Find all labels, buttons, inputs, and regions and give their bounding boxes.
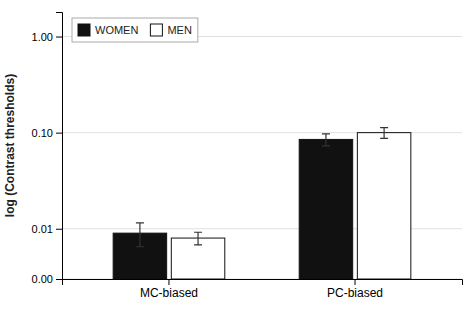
- legend-swatch: [78, 24, 90, 36]
- series: [113, 134, 353, 279]
- grid: [62, 37, 462, 279]
- y-label: log (Contrast thresholds): [3, 74, 17, 217]
- axis-line: [56, 13, 63, 280]
- bars: [113, 128, 411, 279]
- tick: 0.00: [32, 273, 62, 285]
- legend-item: WOMEN: [78, 24, 138, 36]
- tick-label: MC-biased: [140, 286, 198, 300]
- tick-label: 0.01: [32, 223, 53, 235]
- tick-mark: [56, 37, 62, 38]
- tick: 0.01: [32, 223, 62, 235]
- legend-box: [72, 18, 198, 42]
- tick: 0.10: [32, 127, 62, 139]
- tick: PC-biased: [327, 279, 383, 300]
- legend: WOMEN MEN: [72, 18, 198, 42]
- tick-label: PC-biased: [327, 286, 383, 300]
- tick: 1.00: [32, 31, 62, 43]
- tick-mark: [56, 133, 62, 134]
- chart: 0.00 0.01 0.10 1.00 MC-biased PC-biased log (C…: [0, 0, 474, 311]
- tick-label: 0.10: [32, 127, 53, 139]
- legend-item: MEN: [150, 24, 192, 36]
- y-axis: 0.00 0.01 0.10 1.00: [32, 13, 63, 286]
- bar: [299, 139, 352, 279]
- legend-swatch: [150, 24, 162, 36]
- legend-label: WOMEN: [95, 24, 138, 36]
- legend-label: MEN: [167, 24, 192, 36]
- tick-mark: [56, 279, 62, 280]
- tick-mark: [168, 279, 169, 285]
- error-bar: [136, 223, 144, 247]
- error-bar: [194, 232, 202, 245]
- tick-label: 0.00: [32, 273, 53, 285]
- tick-label: 1.00: [32, 31, 53, 43]
- tick-mark: [355, 279, 356, 285]
- tick-mark: [56, 229, 62, 230]
- tick: MC-biased: [140, 279, 198, 300]
- bar: [357, 133, 410, 279]
- plot: 0.00 0.01 0.10 1.00 MC-biased PC-biased log (C…: [3, 13, 463, 300]
- series: [171, 128, 411, 279]
- x-axis: MC-biased PC-biased: [63, 279, 463, 300]
- error-bar: [380, 128, 388, 139]
- error-bar: [322, 134, 330, 146]
- axis-line: [63, 280, 463, 286]
